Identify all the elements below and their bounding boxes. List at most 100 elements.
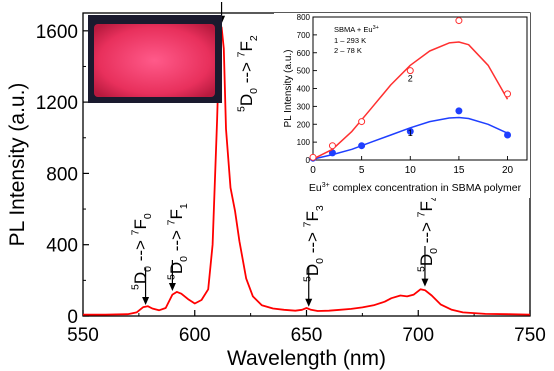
inset-y-tick-label: 800 xyxy=(297,13,311,22)
annotation-arrowhead xyxy=(421,278,429,287)
label-part: D xyxy=(237,94,256,106)
label-part: D xyxy=(167,262,186,274)
inset-legend-title: SBMA + Eu3+ xyxy=(334,25,379,34)
label-part: 5 xyxy=(235,106,247,112)
inset-x-tick-label: 10 xyxy=(405,165,417,176)
x-axis-label: Wavelength (nm) xyxy=(227,347,386,370)
label-part: D xyxy=(131,272,150,284)
label-part: F xyxy=(417,201,436,211)
label-part: F xyxy=(167,209,186,219)
inset-data-point xyxy=(406,67,414,75)
inset-data-point xyxy=(504,90,512,98)
label-part: --> xyxy=(167,225,186,256)
label-part: 0 xyxy=(142,213,154,219)
label-part: D xyxy=(417,254,436,266)
inset-fit-curve xyxy=(312,41,509,160)
transition-label: 5D0 --> 7F0 xyxy=(129,213,154,290)
inset-x-tick-label: 5 xyxy=(359,165,365,176)
label-part: Eu xyxy=(309,182,322,194)
inset-data-point xyxy=(309,153,317,161)
inset-x-tick-label: 20 xyxy=(502,165,514,176)
inset-data-point xyxy=(455,17,463,25)
inset-series-label: 2 xyxy=(408,73,413,83)
y-tick-label: 1600 xyxy=(36,22,78,43)
inset-x-tick-label: 0 xyxy=(310,165,316,176)
label-part: 5 xyxy=(129,284,141,290)
label-part: --> xyxy=(131,235,150,266)
label-part: 7 xyxy=(235,51,247,57)
inset-data-point xyxy=(358,118,366,126)
x-tick-label: 700 xyxy=(402,325,434,346)
y-tick-label: 400 xyxy=(46,236,78,257)
label-part: 7 xyxy=(165,219,177,225)
label-part: 0 xyxy=(142,266,154,272)
label-part: 3+ xyxy=(322,182,330,189)
label-part: F xyxy=(303,211,322,221)
transition-label: 5D0 --> 7F1 xyxy=(165,203,190,280)
transition-label: 5D0 --> 7F3 xyxy=(301,205,326,282)
inset-y-tick-label: 0 xyxy=(306,156,311,165)
inset-data-point xyxy=(358,142,366,150)
label-part: 0 xyxy=(428,248,440,254)
label-part: F xyxy=(237,41,256,51)
label-part: complex concentration in SBMA polymer xyxy=(330,182,522,194)
label-part: SBMA + Eu xyxy=(334,25,373,34)
x-tick-label: 550 xyxy=(67,325,99,346)
inset-y-tick-label: 100 xyxy=(297,138,311,147)
inset-y-tick-label: 700 xyxy=(297,31,311,40)
label-part: 5 xyxy=(165,274,177,280)
sample-photo xyxy=(88,15,222,103)
label-part: --> xyxy=(303,227,322,258)
annotation-arrowhead xyxy=(305,298,313,307)
label-part: 2 xyxy=(248,35,260,41)
label-part: 3 xyxy=(314,205,326,211)
inset-fit-curve xyxy=(312,116,508,160)
label-part: 4 xyxy=(428,195,440,201)
inset-background xyxy=(274,13,530,198)
transition-label: 5D0 --> 7F2 xyxy=(235,35,260,112)
label-part: 0 xyxy=(314,258,326,264)
label-part: 0 xyxy=(248,88,260,94)
y-tick-label: 1200 xyxy=(36,93,78,114)
inset-legend-entry: 2 – 78 K xyxy=(334,46,362,55)
x-tick-label: 650 xyxy=(291,325,323,346)
inset-y-axis-label: PL Intensity (a.u.) xyxy=(283,50,294,128)
label-part: 3+ xyxy=(373,25,379,31)
inset-y-tick-label: 400 xyxy=(297,85,311,94)
label-part: 5 xyxy=(301,276,313,282)
label-part: 5 xyxy=(415,266,427,272)
y-tick-label: 800 xyxy=(46,164,78,185)
label-part: 0 xyxy=(178,256,190,262)
inset-legend-entry: 1 – 293 K xyxy=(334,36,366,45)
inset-data-point xyxy=(455,107,463,115)
inset-data-point xyxy=(406,127,414,135)
label-part: 7 xyxy=(415,211,427,217)
inset-x-axis-label: Eu3+ complex concentration in SBMA polym… xyxy=(309,182,522,194)
label-part: F xyxy=(131,219,150,229)
inset-data-point xyxy=(328,142,336,150)
y-axis-label: PL Intensity (a.u.) xyxy=(6,83,29,247)
annotation-arrowhead xyxy=(142,296,150,305)
inset-y-tick-label: 600 xyxy=(297,49,311,58)
x-tick-label: 600 xyxy=(179,325,211,346)
emission-line xyxy=(83,26,531,316)
photo-glowing-sample xyxy=(94,24,215,97)
inset-series-label: 1 xyxy=(408,128,413,138)
label-part: D xyxy=(303,264,322,276)
inset-y-tick-label: 500 xyxy=(297,67,311,76)
inset-x-tick-label: 15 xyxy=(453,165,465,176)
annotation-arrowhead xyxy=(168,283,176,292)
label-part: --> xyxy=(417,217,436,248)
label-part: --> xyxy=(237,57,256,88)
label-part: 7 xyxy=(129,229,141,235)
inset-data-point xyxy=(504,131,512,139)
label-part: 1 xyxy=(178,203,190,209)
y-tick-label: 0 xyxy=(67,307,78,328)
x-tick-label: 750 xyxy=(514,325,546,346)
transition-label: 5D0 --> 7F4 xyxy=(415,195,440,272)
label-part: 7 xyxy=(301,221,313,227)
inset-y-tick-label: 200 xyxy=(297,120,311,129)
inset-y-tick-label: 300 xyxy=(297,102,311,111)
